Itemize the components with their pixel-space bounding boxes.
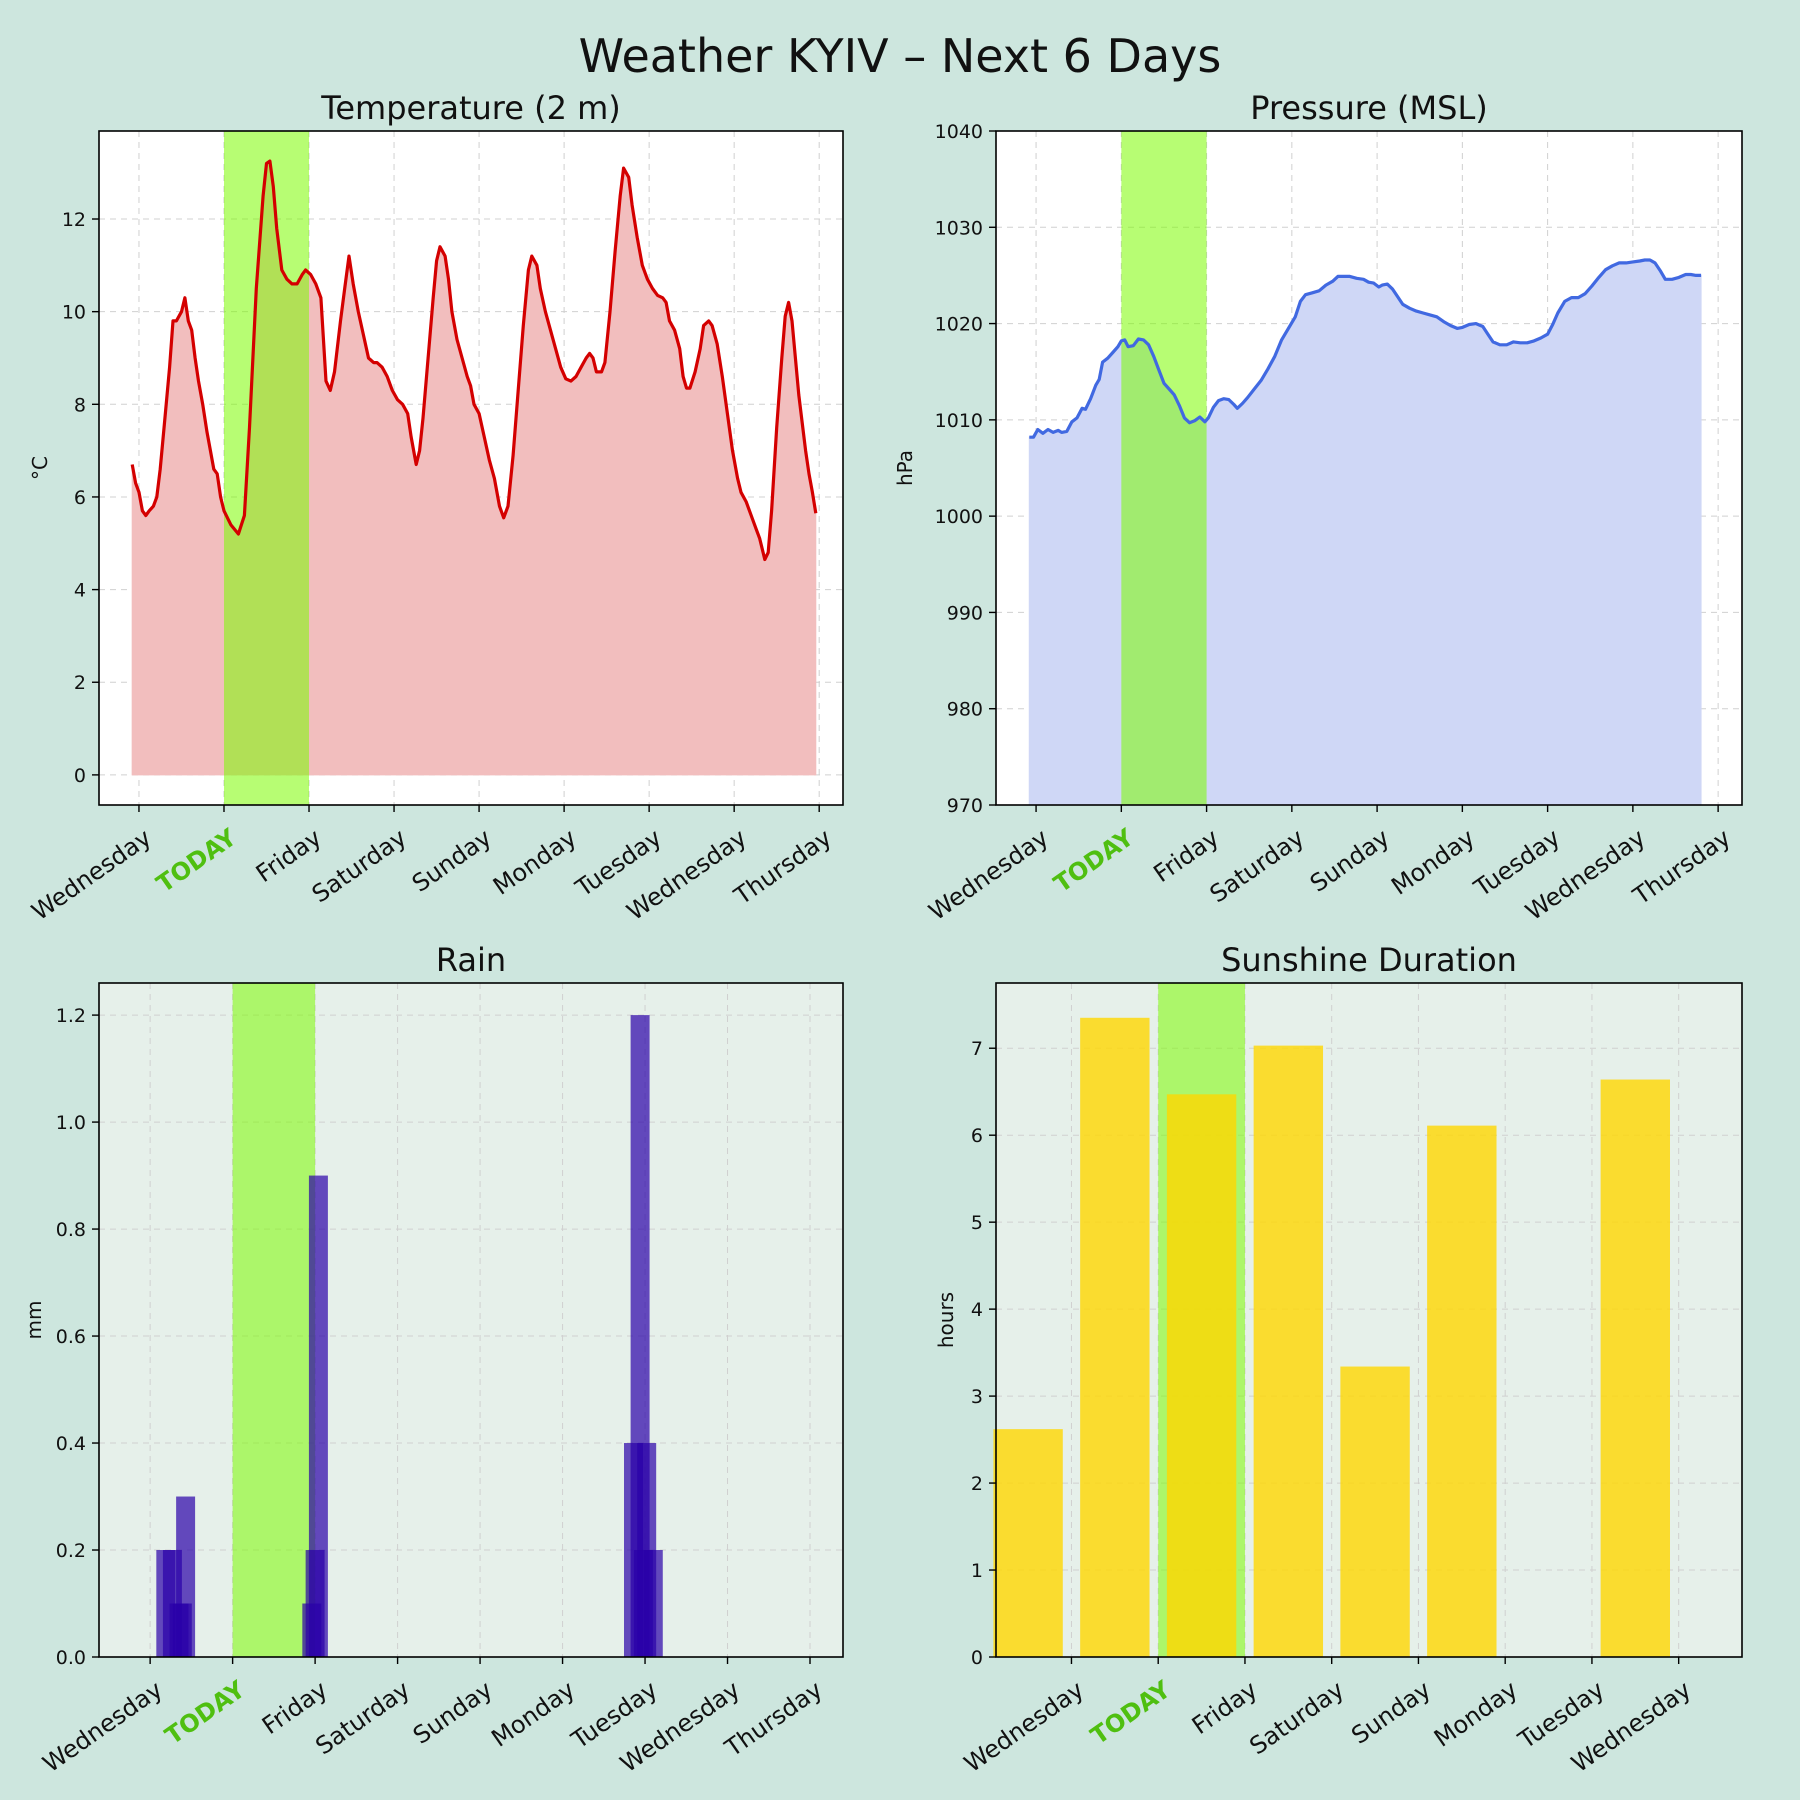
temperature-ytick-label: 0 [74,765,86,787]
rain-ytick-label: 0.8 [56,1219,86,1241]
rain-bar [633,1550,653,1657]
pressure-ylabel: hPa [893,450,917,486]
pressure-title: Pressure (MSL) [1250,89,1488,127]
sunshine-bar [1166,1094,1237,1657]
rain-ytick-label: 0.4 [56,1433,86,1455]
rain-ylabel: mm [22,1301,46,1340]
sunshine-ytick-label: 0 [971,1647,983,1669]
pressure-frame [995,130,1743,806]
temperature-frame [98,130,844,806]
pressure-ytick-label: 1000 [935,506,983,528]
sunshine-title: Sunshine Duration [1221,941,1517,979]
temperature-ytick-label: 12 [62,209,86,231]
rain-today-highlight [232,983,316,1657]
pressure-ytick-label: 970 [947,795,983,817]
rain-plot-area [99,983,843,1657]
rain-bar [172,1603,192,1657]
pressure-ytick-label: 1010 [935,410,983,432]
temperature-ytick-label: 10 [62,302,86,324]
sunshine-ytick-label: 3 [971,1386,983,1408]
rain-title: Rain [436,941,506,979]
temperature-today-highlight [223,131,310,805]
temperature-ytick-label: 4 [74,580,86,602]
pressure-chart: 97098099010001010102010301040WednesdayTO… [893,89,1743,926]
pressure-ytick-label: 1030 [935,217,983,239]
sunshine-bar [1080,1017,1150,1657]
pressure-ytick-label: 1040 [935,121,983,143]
pressure-today-highlight [1121,131,1207,805]
sunshine-ytick-label: 1 [971,1560,983,1582]
temperature-line [130,159,818,562]
sunshine-ytick-label: 4 [971,1299,983,1321]
rain-bar [308,1175,328,1657]
temperature-title: Temperature (2 m) [320,89,621,127]
rain-ytick-label: 1.0 [56,1112,86,1134]
rain-ytick-label: 1.2 [56,1005,86,1027]
sunshine-ytick-label: 2 [971,1473,983,1495]
sunshine-ytick-label: 7 [971,1038,983,1060]
figure-title: Weather KYIV – Next 6 Days [579,29,1222,83]
sunshine-bar [993,1429,1063,1657]
sunshine-ytick-label: 5 [971,1212,983,1234]
temperature-ytick-label: 2 [74,672,86,694]
temperature-ylabel: °C [28,456,52,480]
pressure-ytick-label: 1020 [935,314,983,336]
temperature-ytick-label: 6 [74,487,86,509]
pressure-line [1029,258,1702,439]
sunshine-bar [1427,1125,1497,1657]
sunshine-frame [995,982,1743,1658]
sunshine-ylabel: hours [934,1292,958,1348]
rain-ytick-label: 0.0 [56,1647,86,1669]
rain-ytick-label: 0.6 [56,1326,86,1348]
pressure-ytick-label: 990 [947,602,983,624]
sunshine-ytick-label: 6 [971,1125,983,1147]
temperature-ytick-label: 8 [74,394,86,416]
pressure-ytick-label: 980 [947,699,983,721]
rain-ytick-label: 0.2 [56,1540,86,1562]
sunshine-bar [1253,1045,1324,1657]
sunshine-bar [1340,1366,1410,1657]
rain-frame [98,982,844,1658]
sunshine-bar [1600,1079,1671,1657]
